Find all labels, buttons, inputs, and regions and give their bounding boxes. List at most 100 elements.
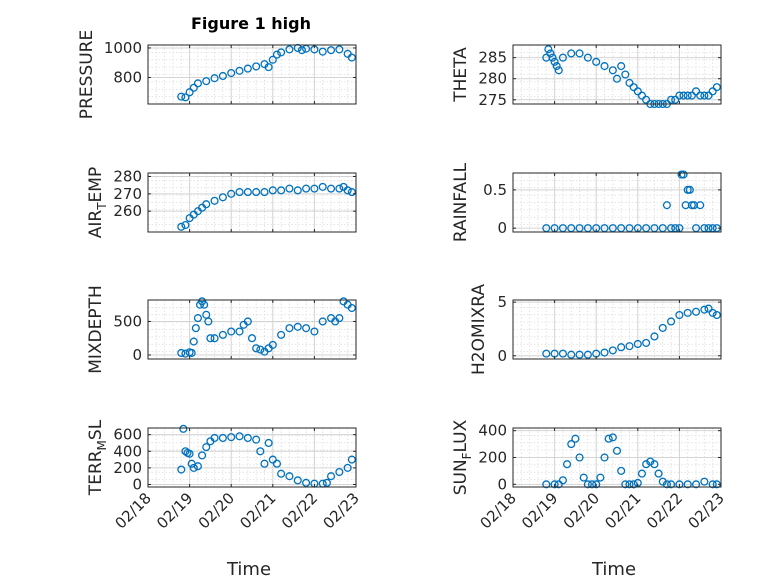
data-point [218, 330, 227, 339]
data-point [654, 469, 663, 478]
y-tick-label: 500 [113, 312, 142, 330]
data-point [181, 447, 190, 456]
y-tick-label: 260 [113, 202, 142, 220]
subplot-mixdepth: 0 500 MIXDEPTH [86, 285, 357, 374]
data-point [567, 49, 576, 58]
data-point [671, 95, 680, 104]
y-axis-label: TERRMSL [86, 419, 109, 496]
data-point [243, 64, 252, 73]
data-point [198, 451, 207, 460]
data-point [285, 324, 294, 333]
data-point [177, 348, 186, 358]
y-tick-label: 400 [478, 422, 507, 440]
data-point [575, 49, 584, 58]
data-point [210, 74, 219, 83]
data-point [567, 350, 576, 359]
subplot-theta: 275 280 285 THETA [451, 44, 722, 109]
data-series [542, 433, 721, 489]
data-point [297, 46, 306, 55]
data-point [617, 62, 626, 71]
data-point [700, 477, 709, 486]
data-point [285, 45, 294, 54]
data-point [691, 307, 701, 316]
data-point [193, 79, 202, 88]
data-point [268, 455, 277, 464]
data-point [326, 46, 336, 55]
plot-area [148, 173, 356, 232]
y-tick-label: 0 [497, 219, 507, 237]
data-point [608, 346, 617, 355]
x-tick-label: 02/21 [601, 489, 644, 532]
data-point [617, 343, 626, 352]
data-point [347, 53, 356, 62]
data-point [293, 476, 302, 485]
tick-marks [147, 428, 357, 487]
data-point [335, 184, 344, 193]
y-axis-label: RAINFALL [451, 162, 471, 242]
data-point [650, 332, 659, 341]
data-point [554, 480, 563, 489]
y-label-part: SUN [451, 459, 471, 495]
data-point [592, 57, 601, 66]
data-point [318, 182, 327, 191]
subplot-rainfall: 0 0.5 RAINFALL [451, 162, 722, 242]
x-tick-label: 02/22 [278, 489, 321, 532]
y-label-subscript: F [460, 452, 474, 459]
data-point [633, 87, 642, 96]
data-point [210, 433, 219, 443]
data-point [235, 66, 244, 75]
subplot-sun-flux: 0200400SUNFLUX02/1802/1902/2002/2102/220… [451, 419, 728, 580]
data-point [189, 463, 198, 472]
data-point [575, 350, 584, 359]
data-point [227, 68, 236, 78]
data-point [596, 473, 605, 482]
data-point [204, 317, 213, 326]
data-point [658, 323, 667, 332]
x-tick-label: 02/21 [236, 489, 279, 532]
data-point [685, 185, 694, 194]
data-point [243, 433, 252, 443]
x-tick-label: 02/18 [477, 489, 520, 532]
data-point [667, 317, 676, 326]
axes-box [512, 44, 722, 105]
data-point [687, 91, 696, 100]
data-point [696, 201, 705, 210]
x-tick-label: 02/19 [518, 489, 561, 532]
y-label-part: TERR [86, 450, 106, 496]
data-point [179, 424, 188, 433]
data-point [712, 83, 721, 92]
data-point [277, 186, 286, 195]
y-tick-label: 0 [132, 346, 142, 364]
y-tick-label: 600 [113, 426, 142, 444]
data-point [243, 317, 252, 326]
data-point [272, 50, 282, 59]
data-point [633, 339, 642, 349]
y-tick-label: 0.5 [483, 181, 507, 199]
data-point [268, 340, 277, 349]
data-point [629, 83, 638, 92]
data-point [227, 189, 236, 198]
data-point [637, 91, 647, 100]
data-point [608, 433, 617, 442]
data-point [554, 66, 563, 75]
subplot-h2omixra: 0 5 H2OMIXRA [469, 284, 722, 375]
axes-box [512, 299, 722, 360]
data-point [191, 324, 200, 333]
data-point [592, 480, 601, 489]
data-point [704, 304, 713, 313]
y-axis-label: PRESSURE [77, 30, 97, 119]
data-point [625, 342, 634, 351]
data-point [563, 460, 572, 469]
data-point [612, 74, 622, 83]
y-label-part: EMP [86, 167, 106, 203]
data-point [612, 446, 622, 455]
tick-marks [147, 45, 357, 104]
y-label-part: AIR [86, 210, 106, 239]
data-point [252, 344, 261, 353]
x-axis-label: Time [226, 559, 271, 580]
data-point [318, 317, 327, 326]
data-point [181, 93, 190, 102]
data-point [650, 460, 659, 469]
data-point [642, 460, 651, 469]
data-point [202, 200, 211, 209]
